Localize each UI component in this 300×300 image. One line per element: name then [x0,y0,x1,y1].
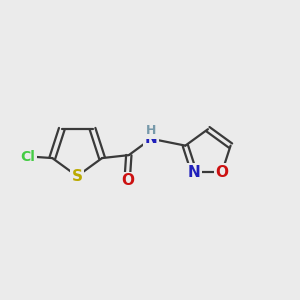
Text: O: O [215,165,228,180]
Text: N: N [145,131,158,146]
Text: Cl: Cl [20,150,35,164]
Text: H: H [146,124,156,137]
Text: S: S [72,169,83,184]
Text: N: N [188,165,200,180]
Text: O: O [121,173,134,188]
